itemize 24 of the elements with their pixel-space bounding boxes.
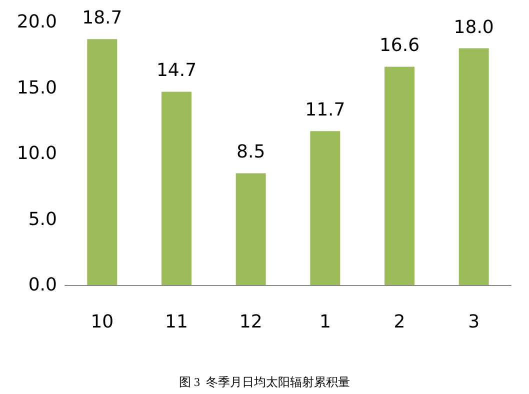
bar	[384, 66, 414, 285]
bar	[236, 173, 266, 285]
y-tick-label: 15.0	[16, 77, 57, 98]
x-tick-label: 3	[468, 312, 480, 332]
data-label: 8.5	[236, 142, 266, 163]
data-label: 14.7	[156, 60, 197, 82]
x-tick-label: 12	[239, 312, 262, 332]
bar	[458, 48, 489, 285]
bar	[310, 131, 340, 285]
data-label: 18.7	[82, 8, 122, 29]
bar	[162, 92, 192, 285]
y-tick-label: 10.0	[16, 143, 57, 164]
y-tick-label: 0.0	[28, 274, 57, 296]
x-tick-label: 11	[165, 312, 188, 332]
caption: 图 3 冬季月日均太阳辐射累积量	[179, 375, 350, 389]
data-label: 16.6	[379, 35, 420, 56]
data-label: 11.7	[305, 100, 346, 121]
x-tick-label: 1	[319, 312, 331, 332]
x-tick-label: 10	[90, 312, 114, 332]
bar	[87, 39, 118, 285]
y-tick-label: 5.0	[28, 208, 57, 230]
data-label: 18.0	[454, 16, 494, 38]
y-tick-label: 20.0	[16, 12, 57, 32]
x-tick-label: 2	[394, 312, 406, 332]
